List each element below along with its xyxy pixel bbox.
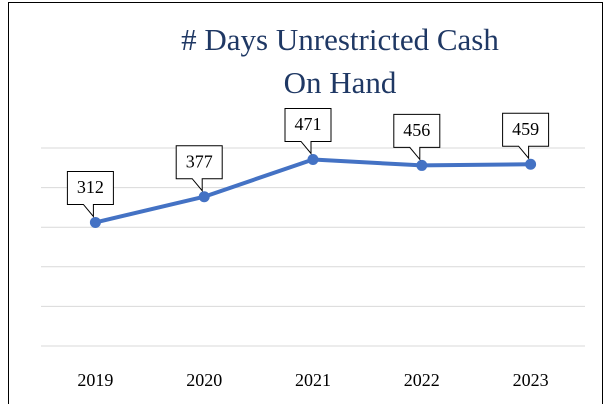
data-point bbox=[89, 216, 101, 228]
x-tick-label: 2023 bbox=[513, 370, 549, 390]
data-point bbox=[198, 191, 210, 203]
data-label-box bbox=[66, 170, 114, 218]
data-point bbox=[307, 153, 319, 165]
data-label-box bbox=[175, 145, 223, 193]
data-label: 459 bbox=[512, 119, 539, 139]
data-label: 377 bbox=[186, 151, 213, 171]
x-tick-label: 2019 bbox=[77, 370, 113, 390]
x-tick-label: 2022 bbox=[404, 370, 440, 390]
chart-title: On Hand bbox=[284, 65, 397, 100]
data-label-box bbox=[284, 107, 332, 155]
x-tick-label: 2020 bbox=[186, 370, 222, 390]
data-point bbox=[416, 159, 428, 171]
chart-title: # Days Unrestricted Cash bbox=[181, 22, 499, 57]
data-label-box bbox=[393, 113, 441, 161]
data-label: 471 bbox=[295, 114, 322, 134]
x-tick-label: 2021 bbox=[295, 370, 331, 390]
data-label-box bbox=[502, 112, 550, 160]
data-label: 312 bbox=[77, 177, 104, 197]
data-label: 456 bbox=[403, 120, 430, 140]
data-point bbox=[525, 158, 537, 170]
